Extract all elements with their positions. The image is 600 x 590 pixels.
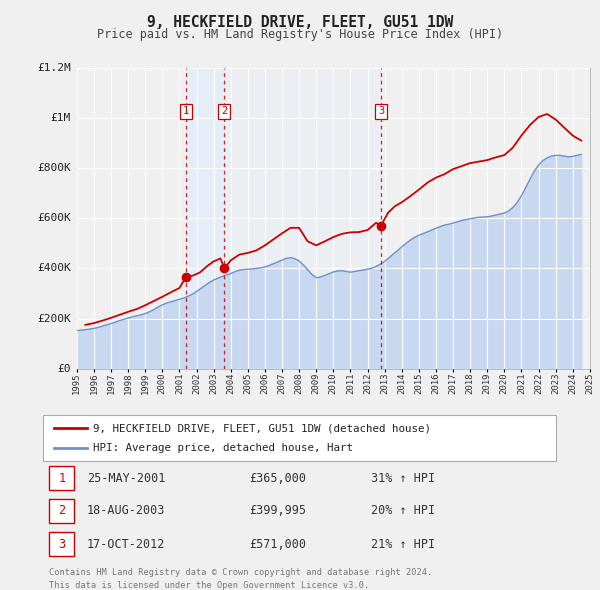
Text: £1.2M: £1.2M (37, 63, 71, 73)
Text: £1M: £1M (50, 113, 71, 123)
Text: £600K: £600K (37, 214, 71, 223)
Text: 3: 3 (58, 537, 65, 550)
Bar (186, 68, 224, 369)
Text: Price paid vs. HM Land Registry's House Price Index (HPI): Price paid vs. HM Land Registry's House … (97, 28, 503, 41)
Text: 20% ↑ HPI: 20% ↑ HPI (371, 504, 435, 517)
Text: £399,995: £399,995 (249, 504, 306, 517)
Text: 3: 3 (378, 106, 384, 116)
Text: 21% ↑ HPI: 21% ↑ HPI (371, 537, 435, 550)
Text: £200K: £200K (37, 314, 71, 323)
Text: 1: 1 (58, 471, 65, 484)
Text: 18-AUG-2003: 18-AUG-2003 (87, 504, 166, 517)
Text: 17-OCT-2012: 17-OCT-2012 (87, 537, 166, 550)
Text: £800K: £800K (37, 163, 71, 173)
Text: £365,000: £365,000 (249, 471, 306, 484)
Text: 9, HECKFIELD DRIVE, FLEET, GU51 1DW: 9, HECKFIELD DRIVE, FLEET, GU51 1DW (147, 15, 453, 30)
Bar (224, 68, 381, 369)
Text: This data is licensed under the Open Government Licence v3.0.: This data is licensed under the Open Gov… (49, 581, 370, 590)
Text: 2: 2 (221, 106, 227, 116)
Text: Contains HM Land Registry data © Crown copyright and database right 2024.: Contains HM Land Registry data © Crown c… (49, 568, 433, 577)
Text: 25-MAY-2001: 25-MAY-2001 (87, 471, 166, 484)
Text: 9, HECKFIELD DRIVE, FLEET, GU51 1DW (detached house): 9, HECKFIELD DRIVE, FLEET, GU51 1DW (det… (93, 423, 431, 433)
Text: 1: 1 (183, 106, 189, 116)
Text: £571,000: £571,000 (249, 537, 306, 550)
Text: HPI: Average price, detached house, Hart: HPI: Average price, detached house, Hart (93, 444, 353, 454)
Text: £0: £0 (57, 364, 71, 373)
Text: 31% ↑ HPI: 31% ↑ HPI (371, 471, 435, 484)
Text: 2: 2 (58, 504, 65, 517)
Text: £400K: £400K (37, 264, 71, 273)
